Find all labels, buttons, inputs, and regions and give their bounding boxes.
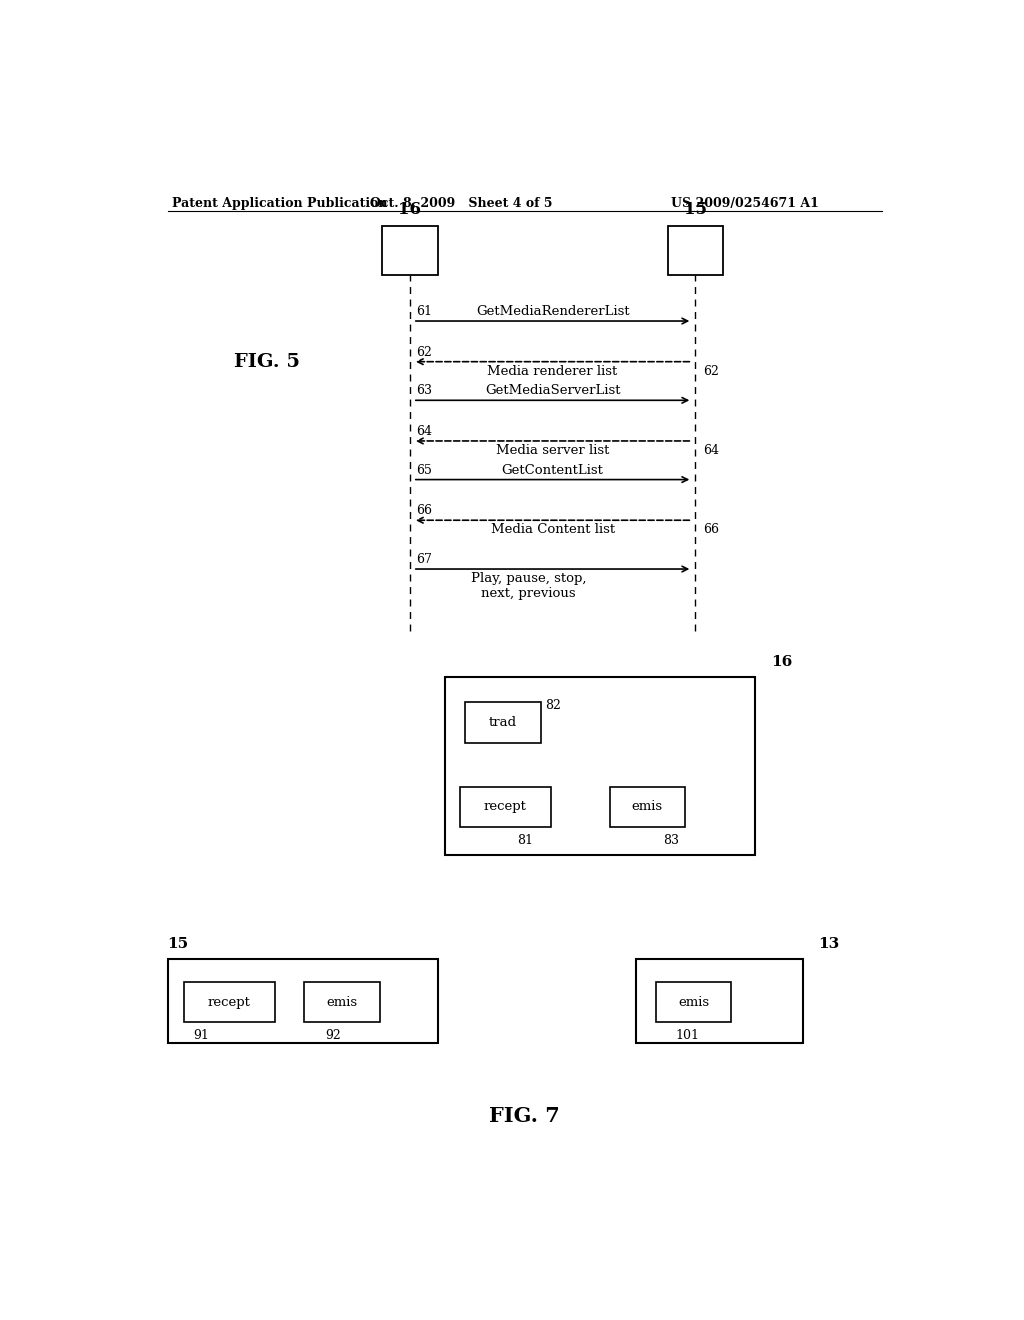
Bar xyxy=(655,982,731,1022)
Text: GetMediaRendererList: GetMediaRendererList xyxy=(476,305,630,318)
Text: 16: 16 xyxy=(771,655,793,669)
Text: 16: 16 xyxy=(398,202,421,218)
Text: recept: recept xyxy=(484,800,526,813)
Text: Play, pause, stop,
next, previous: Play, pause, stop, next, previous xyxy=(471,572,587,601)
Text: emis: emis xyxy=(678,995,709,1008)
Bar xyxy=(168,960,437,1043)
Bar xyxy=(636,960,803,1043)
Text: 64: 64 xyxy=(416,425,432,438)
Text: GetContentList: GetContentList xyxy=(502,463,603,477)
Text: emis: emis xyxy=(632,800,663,813)
Text: 66: 66 xyxy=(703,523,719,536)
Text: 92: 92 xyxy=(325,1030,341,1043)
Text: 67: 67 xyxy=(416,553,432,566)
Text: FIG. 5: FIG. 5 xyxy=(233,352,300,371)
Text: 62: 62 xyxy=(416,346,432,359)
Bar xyxy=(304,982,380,1022)
Text: 101: 101 xyxy=(676,1030,699,1043)
Text: 13: 13 xyxy=(818,937,840,952)
Bar xyxy=(609,787,685,828)
Text: trad: trad xyxy=(488,715,517,729)
Text: Patent Application Publication: Patent Application Publication xyxy=(172,197,387,210)
Text: 66: 66 xyxy=(416,504,432,517)
Text: recept: recept xyxy=(208,995,251,1008)
Text: emis: emis xyxy=(327,995,357,1008)
Text: 81: 81 xyxy=(517,834,532,847)
Text: Media Content list: Media Content list xyxy=(490,523,614,536)
Text: 82: 82 xyxy=(546,700,561,711)
Bar xyxy=(445,677,755,854)
Text: 64: 64 xyxy=(703,444,719,457)
Text: Media server list: Media server list xyxy=(496,444,609,457)
Bar xyxy=(460,787,551,828)
Text: 63: 63 xyxy=(416,384,432,397)
Text: Oct. 8, 2009   Sheet 4 of 5: Oct. 8, 2009 Sheet 4 of 5 xyxy=(370,197,553,210)
Text: 65: 65 xyxy=(416,463,432,477)
Text: 15: 15 xyxy=(684,202,707,218)
Bar xyxy=(183,982,274,1022)
Text: Media renderer list: Media renderer list xyxy=(487,364,617,378)
Text: FIG. 7: FIG. 7 xyxy=(489,1106,560,1126)
Text: 91: 91 xyxy=(194,1030,209,1043)
Text: 15: 15 xyxy=(168,937,188,952)
Text: 83: 83 xyxy=(664,834,680,847)
Text: 61: 61 xyxy=(416,305,432,318)
Bar xyxy=(465,702,541,743)
Bar xyxy=(668,227,723,276)
Text: 62: 62 xyxy=(703,364,719,378)
Text: US 2009/0254671 A1: US 2009/0254671 A1 xyxy=(671,197,818,210)
Bar xyxy=(382,227,437,276)
Text: GetMediaServerList: GetMediaServerList xyxy=(484,384,621,397)
